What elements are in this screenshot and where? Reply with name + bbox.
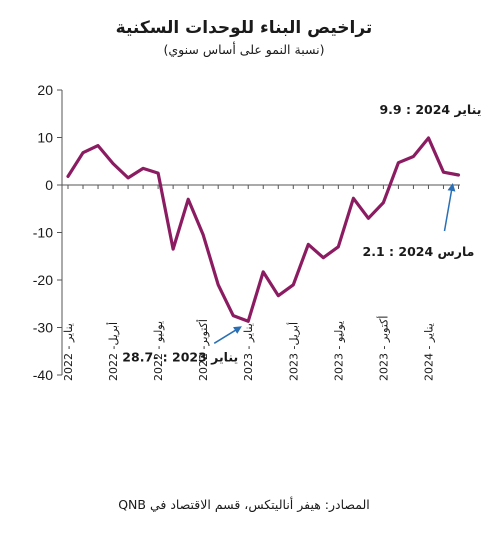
chart-title: تراخيص البناء للوحدات السكنية — [115, 18, 373, 38]
data-point — [172, 248, 174, 250]
x-tick-label: أكتوبر - 2023 — [376, 316, 390, 381]
x-tick-label: يناير - 2023 — [242, 323, 255, 381]
data-point — [397, 161, 400, 164]
x-tick-label: يناير - 2024 — [422, 323, 435, 381]
y-tick-label: -30 — [33, 320, 53, 336]
data-point — [322, 256, 325, 259]
x-tick-label: يوليو - 2023 — [332, 321, 345, 381]
annotation-trough: يناير 2023 : -28.7 — [122, 349, 238, 364]
data-point — [82, 151, 84, 154]
y-tick-label: -10 — [33, 225, 53, 241]
x-tick-label: أكتوبر- 2022 — [196, 319, 210, 381]
data-point — [232, 314, 235, 317]
series-line — [66, 136, 461, 323]
data-point — [442, 171, 445, 173]
y-tick-label: 10 — [37, 130, 53, 146]
annotation-latest: مارس 2024 : 2.1 — [363, 244, 475, 259]
annotation-peak: يناير 2024 : 9.9 — [379, 102, 481, 117]
y-tick-label: -20 — [33, 272, 53, 288]
data-point — [217, 283, 219, 286]
data-point — [427, 137, 430, 139]
data-point — [202, 234, 204, 236]
data-point — [352, 197, 355, 200]
data-point — [67, 175, 69, 178]
data-point — [367, 217, 370, 220]
data-point — [247, 320, 250, 323]
data-point — [412, 155, 415, 158]
data-point — [97, 144, 99, 147]
x-tick-label: أبريل- 2023 — [286, 322, 300, 381]
data-point — [157, 172, 159, 174]
chart-subtitle: (نسبة النمو على أساس سنوي) — [163, 42, 325, 57]
data-point — [127, 177, 129, 179]
y-tick-label: 20 — [37, 82, 53, 98]
data-point — [262, 271, 265, 273]
x-tick-label: أبريل- 2022 — [106, 322, 120, 381]
x-tick-label: يوليو - 2022 — [152, 321, 165, 381]
data-point — [187, 198, 189, 201]
data-point — [457, 174, 460, 176]
data-point — [112, 162, 114, 165]
x-tick-label: يناير - 2022 — [62, 323, 75, 381]
data-point — [337, 245, 340, 248]
annotation-arrow — [443, 183, 456, 232]
data-point — [277, 294, 280, 297]
data-point — [307, 243, 310, 246]
chart-source: المصادر: هيفر أناليتكس، قسم الاقتصاد في … — [118, 497, 370, 512]
data-point — [382, 201, 385, 204]
data-point — [142, 167, 144, 170]
y-tick-label: 0 — [45, 177, 53, 193]
annotation-arrow — [213, 326, 242, 344]
y-tick-label: -40 — [33, 367, 53, 383]
data-point — [292, 283, 295, 286]
